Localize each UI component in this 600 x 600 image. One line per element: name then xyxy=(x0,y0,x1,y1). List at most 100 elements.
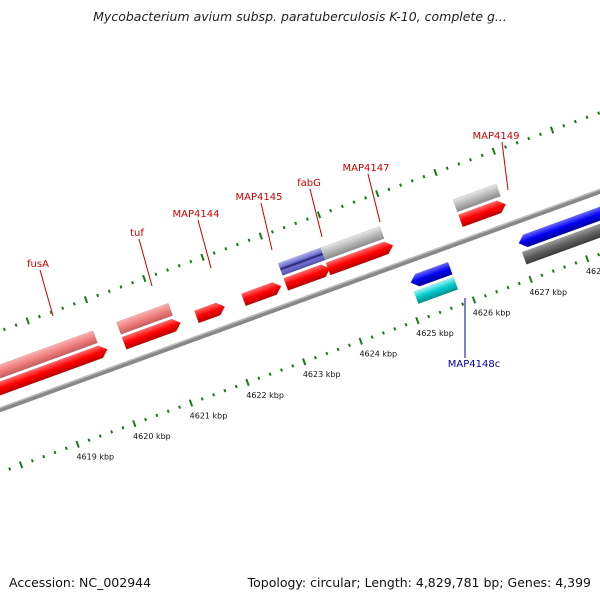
minor-tick xyxy=(257,376,261,381)
minor-tick xyxy=(364,196,368,200)
minor-tick xyxy=(291,364,295,368)
MAP4147-gene[interactable] xyxy=(325,239,395,276)
minor-tick xyxy=(449,306,453,310)
map-title: Mycobacterium avium subsp. paratuberculo… xyxy=(93,9,507,24)
minor-tick xyxy=(87,438,91,442)
gene-label[interactable]: tuf xyxy=(130,228,144,239)
minor-tick xyxy=(314,355,317,360)
MAP4145-gene[interactable] xyxy=(240,280,283,307)
MAP4149-cds[interactable] xyxy=(452,183,501,213)
minor-tick xyxy=(189,259,193,264)
minor-tick xyxy=(110,430,114,434)
gene-label[interactable]: MAP4144 xyxy=(173,209,220,220)
minor-tick xyxy=(177,263,181,268)
minor-tick xyxy=(445,166,449,170)
MAP4148c-gene[interactable] xyxy=(408,261,453,289)
next-reverse-cds[interactable] xyxy=(521,185,600,265)
minor-tick xyxy=(280,368,283,372)
minor-tick xyxy=(178,405,182,409)
next-reverse-gene[interactable] xyxy=(517,170,600,249)
scale-label: 4619 kbp xyxy=(76,453,114,462)
minor-tick xyxy=(166,409,170,414)
minor-tick xyxy=(597,252,600,257)
scale-label: 4627 kbp xyxy=(529,288,567,297)
major-tick xyxy=(245,378,250,387)
major-tick xyxy=(188,399,194,407)
minor-tick xyxy=(352,200,356,204)
gene-label[interactable]: fusA xyxy=(27,259,49,270)
minor-tick xyxy=(247,238,251,243)
minor-tick xyxy=(61,306,65,310)
major-tick xyxy=(471,296,477,304)
major-tick xyxy=(75,440,80,448)
scale-label: 4623 kbp xyxy=(303,370,341,379)
minor-tick xyxy=(540,273,544,278)
minor-tick xyxy=(387,187,391,192)
gene-label[interactable]: MAP4145 xyxy=(236,192,283,203)
major-tick xyxy=(585,255,590,263)
minor-tick xyxy=(37,314,41,319)
fusA-cds[interactable] xyxy=(0,330,98,390)
minor-tick xyxy=(200,397,204,401)
minor-tick xyxy=(381,331,385,335)
minor-tick xyxy=(551,269,555,273)
major-tick xyxy=(415,316,420,325)
genome-summary-text: Topology: circular; Length: 4,829,781 bp… xyxy=(247,575,591,590)
minor-tick xyxy=(495,289,499,294)
minor-tick xyxy=(573,119,577,124)
minor-tick xyxy=(469,157,472,162)
gene-label[interactable]: MAP4147 xyxy=(343,163,390,174)
tuf-cds[interactable] xyxy=(116,302,173,335)
minor-tick xyxy=(348,343,351,348)
minor-tick xyxy=(282,225,286,230)
gene-label[interactable]: MAP4148c xyxy=(448,359,500,370)
minor-tick xyxy=(14,323,18,327)
gene-label-leader xyxy=(138,238,153,287)
major-tick xyxy=(433,168,438,177)
scale-label: 4626 kbp xyxy=(473,308,511,317)
gene-label-leader xyxy=(197,219,212,269)
minor-tick xyxy=(72,302,76,306)
backbone-highlight xyxy=(0,127,600,454)
minor-tick xyxy=(457,162,461,166)
minor-tick xyxy=(98,434,102,438)
major-tick xyxy=(142,274,147,283)
major-tick xyxy=(258,232,263,240)
major-tick xyxy=(316,211,322,219)
minor-tick xyxy=(8,467,12,471)
fabG-gene[interactable] xyxy=(283,262,333,291)
minor-tick xyxy=(119,285,123,289)
minor-tick xyxy=(438,310,442,315)
major-tick xyxy=(528,275,533,283)
gene-label[interactable]: MAP4149 xyxy=(473,131,520,142)
tuf-gene[interactable] xyxy=(121,317,183,350)
minor-tick xyxy=(329,208,333,213)
gene-label[interactable]: fabG xyxy=(297,178,321,189)
major-tick xyxy=(549,126,555,134)
minor-tick xyxy=(64,446,68,451)
MAP4148c-cds[interactable] xyxy=(413,276,459,305)
minor-tick xyxy=(42,454,46,459)
minor-tick xyxy=(166,268,170,272)
minor-tick xyxy=(96,293,100,298)
minor-tick xyxy=(154,272,158,276)
minor-tick xyxy=(336,347,340,352)
MAP4144-gene[interactable] xyxy=(193,301,227,324)
minor-tick xyxy=(155,413,159,418)
minor-tick xyxy=(399,183,403,187)
minor-tick xyxy=(294,221,298,226)
minor-tick xyxy=(461,302,465,306)
minor-tick xyxy=(30,458,34,463)
MAP4147-cds[interactable] xyxy=(320,226,385,261)
major-tick xyxy=(302,358,307,366)
minor-tick xyxy=(562,124,566,128)
MAP4149-gene[interactable] xyxy=(458,198,508,228)
minor-tick xyxy=(538,132,542,137)
minor-tick xyxy=(107,289,111,293)
minor-tick xyxy=(325,351,329,356)
scale-label: 4624 kbp xyxy=(359,350,397,359)
minor-tick xyxy=(404,322,408,327)
fusA-gene[interactable] xyxy=(0,343,109,405)
scale-label: 4621 kbp xyxy=(190,411,228,420)
